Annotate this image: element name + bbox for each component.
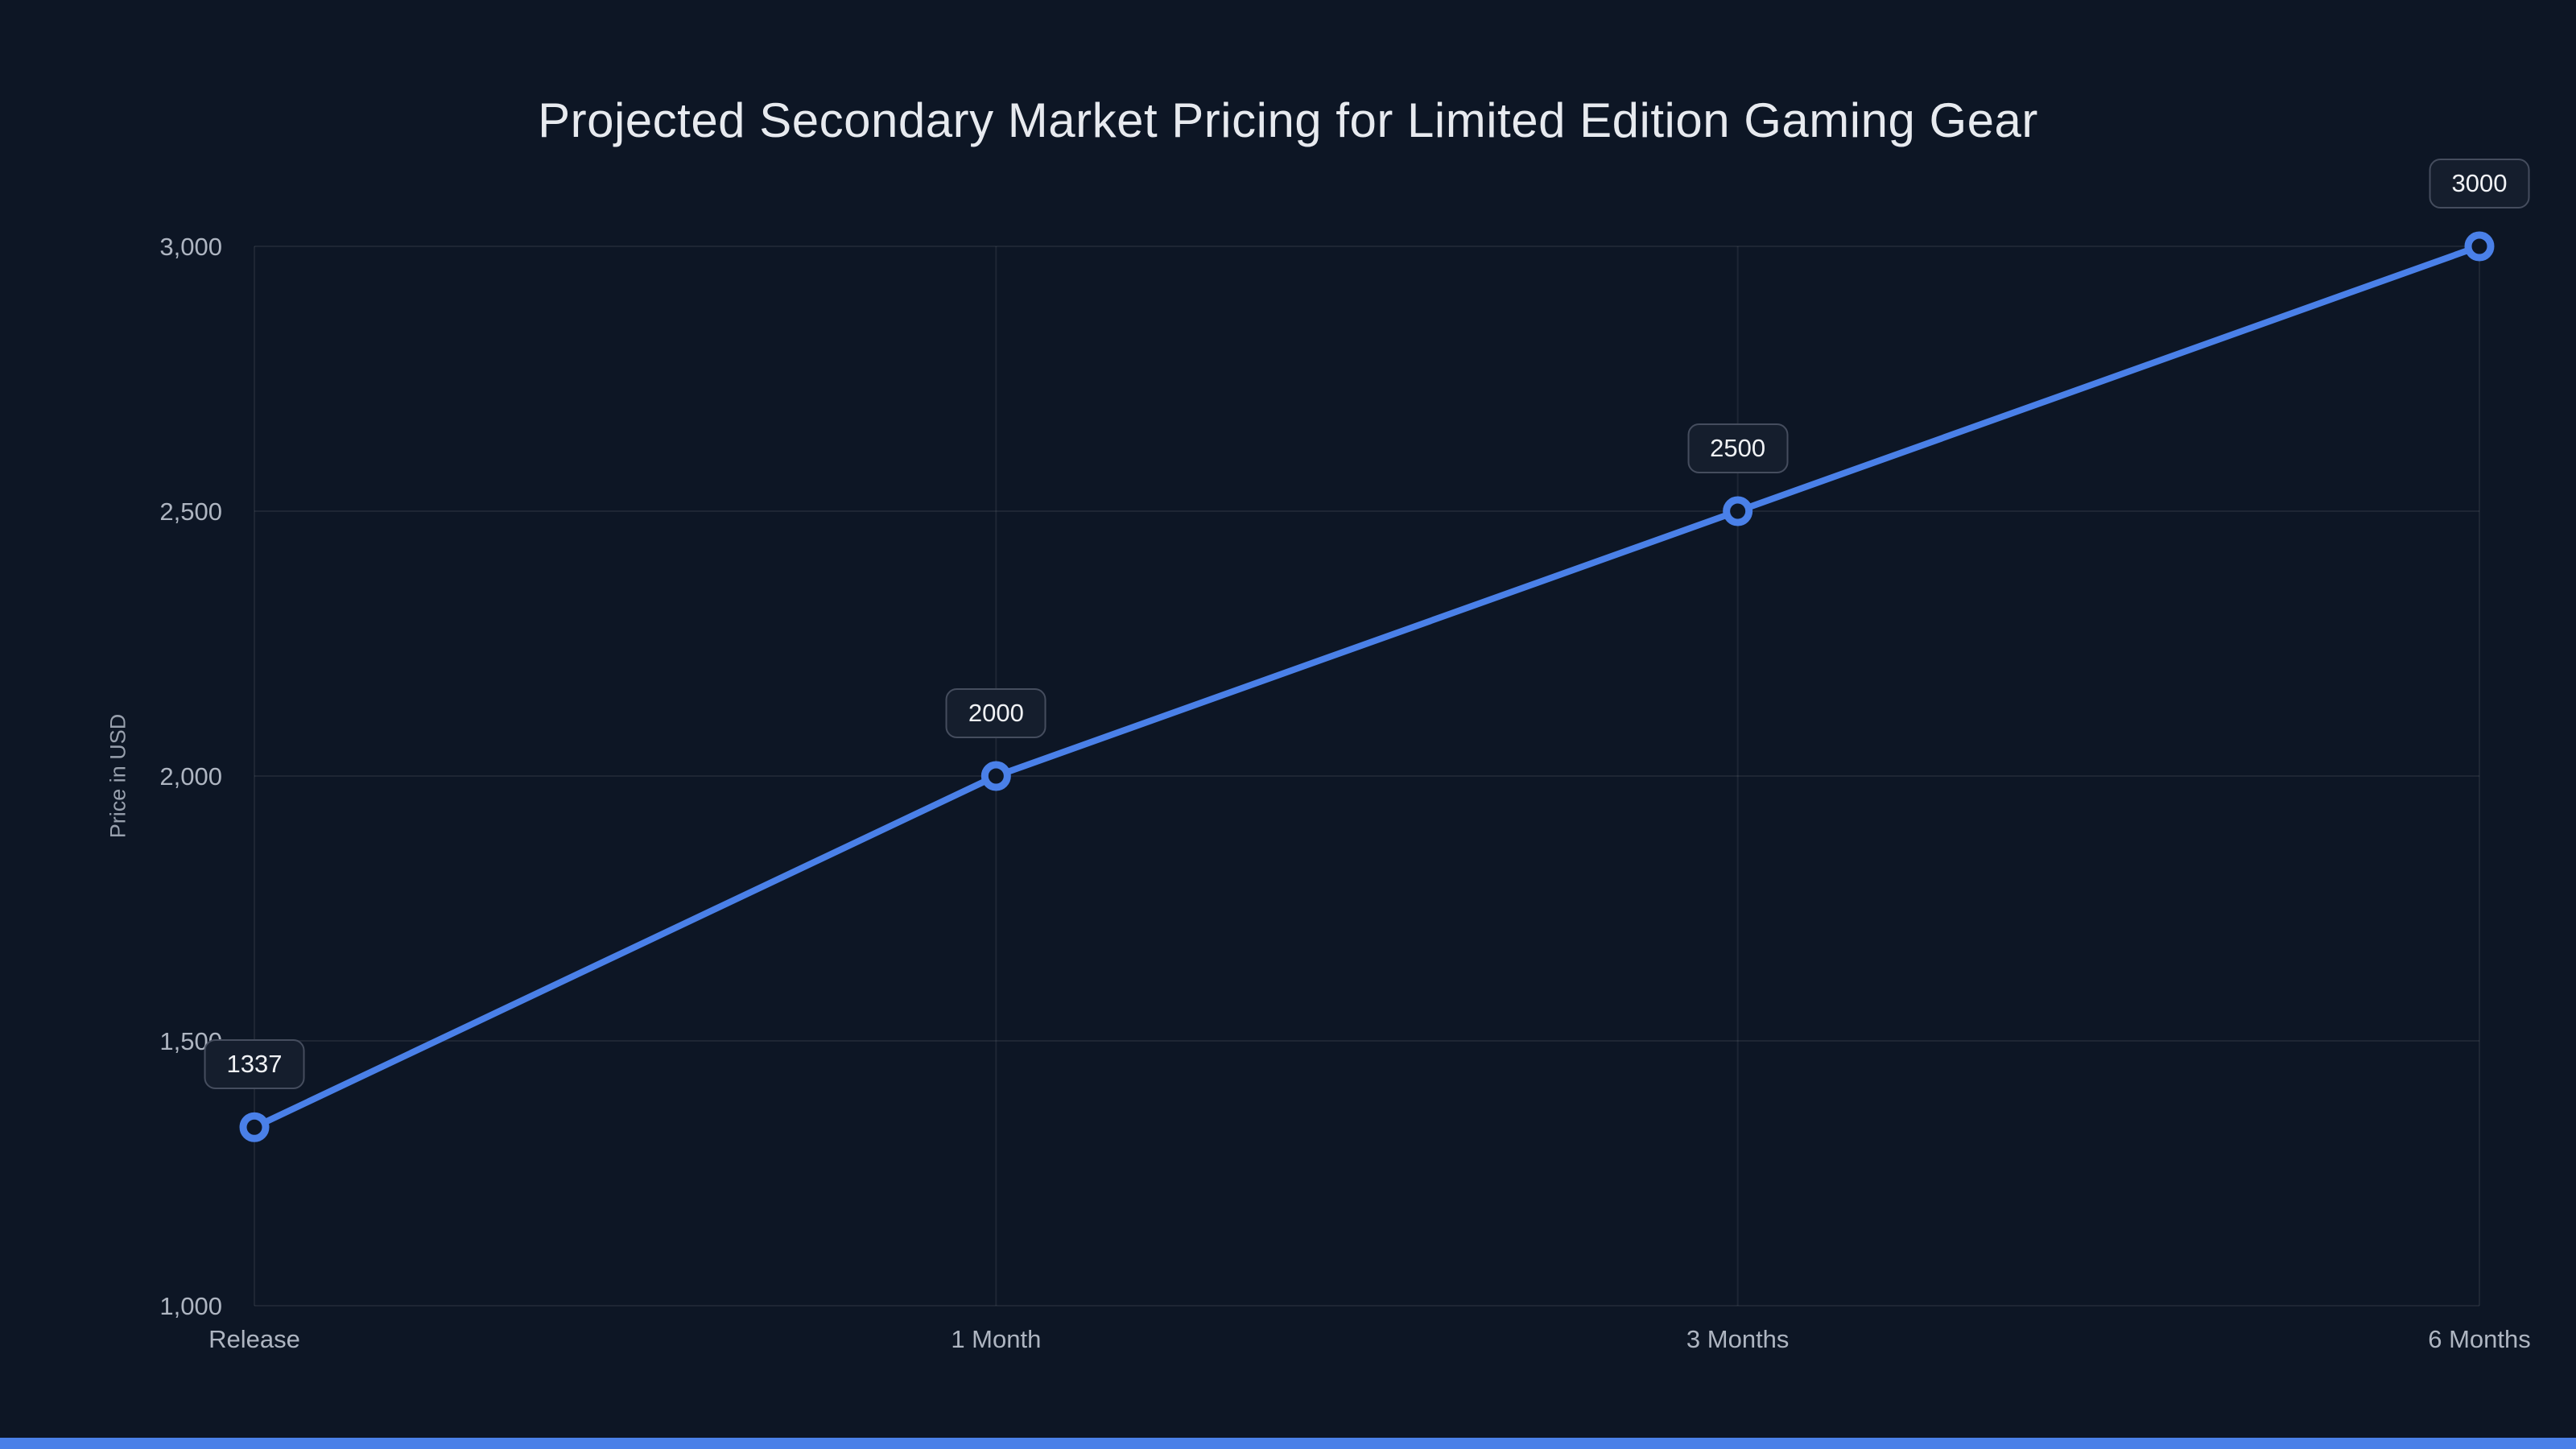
y-tick-label: 2,500 [159,497,222,526]
y-tick-label: 2,000 [159,762,222,791]
point-label-badge: 2500 [1687,423,1789,473]
point-label-badge: 2000 [945,688,1046,738]
x-tick-label: 3 Months [1686,1325,1790,1353]
y-tick-label: 1,000 [159,1292,222,1320]
data-point[interactable] [1723,496,1753,526]
data-point[interactable] [239,1112,270,1142]
chart-title: Projected Secondary Market Pricing for L… [538,93,2038,147]
data-point[interactable] [2464,231,2495,262]
x-tick-label: 6 Months [2428,1325,2531,1353]
x-tick-label: 1 Month [951,1325,1041,1353]
bottom-bar [0,1438,2576,1449]
y-tick-label: 3,000 [159,233,222,261]
point-label-badge: 3000 [2429,159,2530,208]
series-line [251,243,2483,1131]
data-point[interactable] [980,761,1011,791]
point-label-badge: 1337 [204,1039,305,1090]
x-tick-label: Release [208,1325,300,1353]
